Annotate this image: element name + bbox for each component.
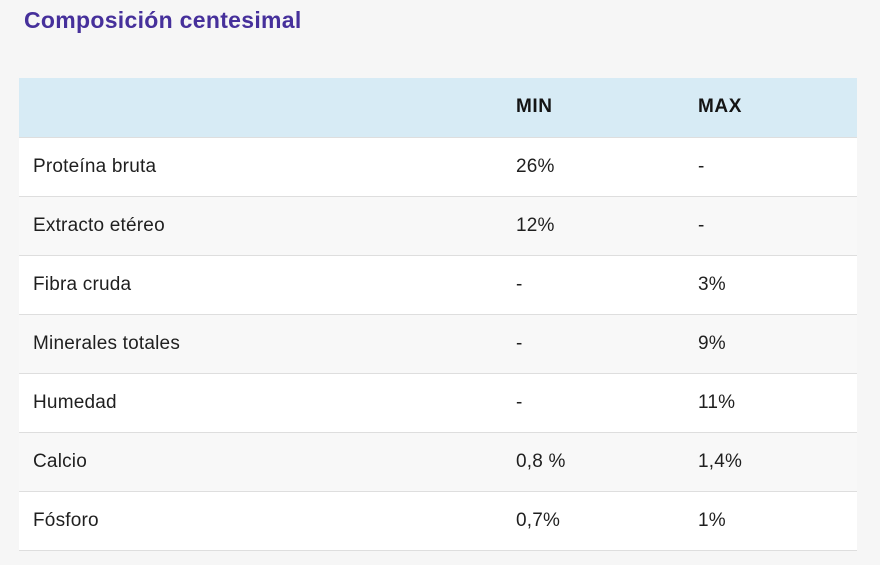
table-row: Fósforo 0,7% 1% [19, 491, 857, 550]
row-label: Fibra cruda [33, 273, 132, 295]
row-label: Minerales totales [33, 332, 181, 354]
min-value: - [516, 391, 523, 413]
max-value: - [698, 214, 705, 236]
page-title: Composición centesimal [24, 7, 302, 33]
column-header-max: MAX [698, 96, 743, 118]
min-value: - [516, 273, 523, 295]
max-value: - [698, 155, 705, 177]
max-value: 3% [698, 273, 726, 295]
max-value: 11% [698, 391, 736, 413]
table-header-row: MIN MAX [19, 78, 857, 137]
composition-table-container: MIN MAX Proteína bruta 26% - Extracto et… [19, 78, 857, 551]
table-row: Extracto etéreo 12% - [19, 196, 857, 255]
column-header-min: MIN [516, 96, 553, 118]
row-label: Fósforo [33, 509, 99, 531]
max-value: 9% [698, 332, 726, 354]
composition-table: MIN MAX Proteína bruta 26% - Extracto et… [19, 78, 857, 551]
min-value: 0,7% [516, 509, 561, 531]
max-value: 1,4% [698, 450, 743, 472]
row-label: Calcio [33, 450, 87, 472]
min-value: - [516, 332, 523, 354]
min-value: 0,8 % [516, 450, 566, 472]
row-label: Extracto etéreo [33, 214, 165, 236]
row-label: Humedad [33, 391, 117, 413]
column-header-blank [19, 78, 516, 137]
table-row: Humedad - 11% [19, 373, 857, 432]
min-value: 12% [516, 214, 555, 236]
table-row: Fibra cruda - 3% [19, 255, 857, 314]
row-label: Proteína bruta [33, 155, 157, 177]
table-row: Proteína bruta 26% - [19, 137, 857, 196]
min-value: 26% [516, 155, 555, 177]
max-value: 1% [698, 509, 726, 531]
table-row: Minerales totales - 9% [19, 314, 857, 373]
table-row: Calcio 0,8 % 1,4% [19, 432, 857, 491]
